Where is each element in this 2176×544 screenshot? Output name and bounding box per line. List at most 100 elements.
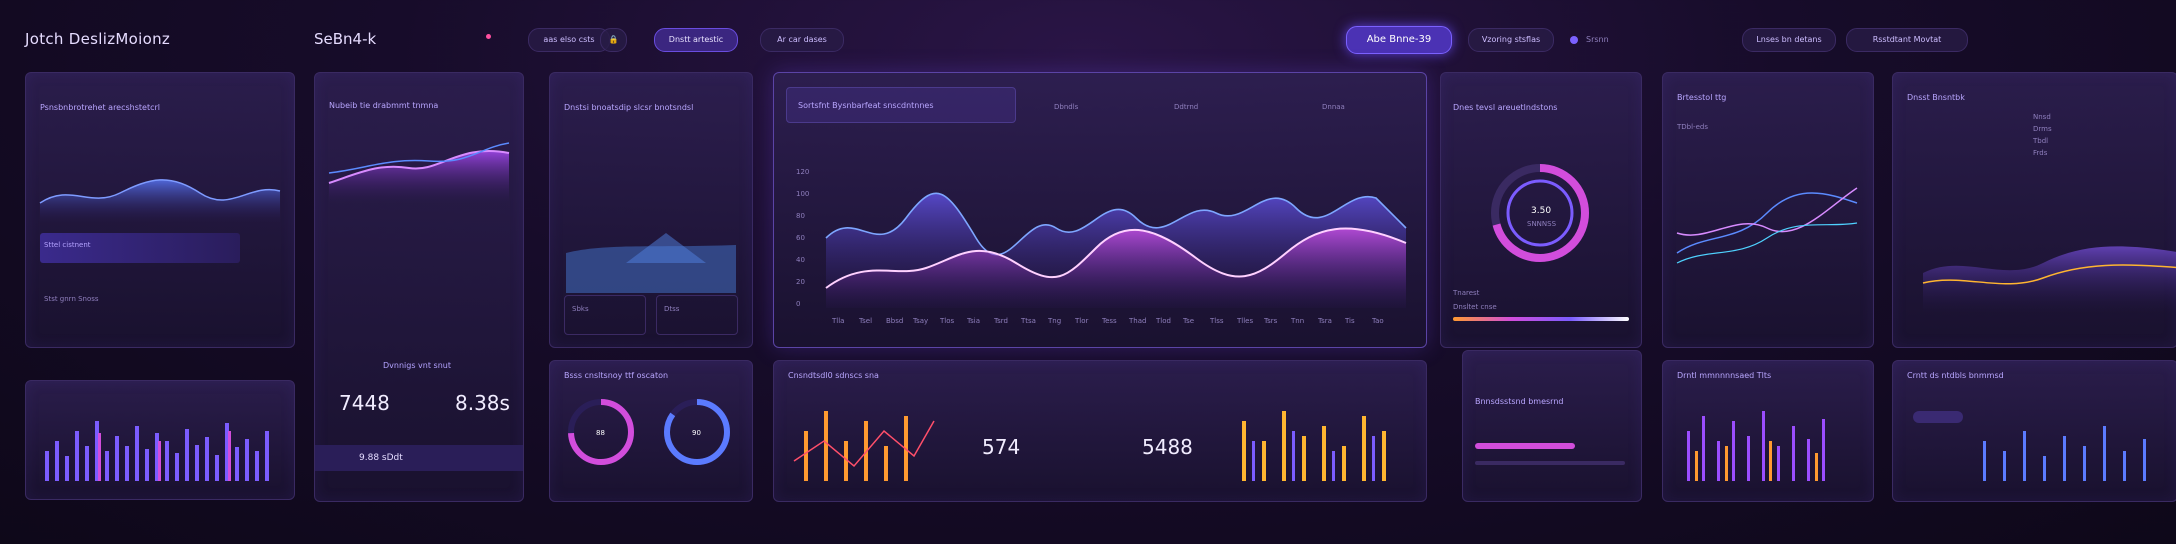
panel-title: Dnsst Bnsntbk (1907, 93, 1965, 102)
x-tick-label: Tsia (967, 317, 980, 325)
x-tick-label: Tess (1102, 317, 1117, 325)
main-wave-chart (825, 192, 1407, 308)
x-tick-label: Tsrs (1264, 317, 1278, 325)
panel-title: Crntt ds ntdbls bnmmsd (1907, 371, 2004, 380)
x-tick-label: Tlos (940, 317, 955, 325)
blue-area-chart (566, 233, 736, 293)
panel-dual-rings: Bsss cnsltsnoy ttf oscaton 88 90 (549, 360, 753, 502)
gauge-scale: Dnsltet cnse (1453, 303, 1497, 311)
panel-footer: Stst gnrn Snoss (44, 295, 99, 303)
panel-blue-area: Dnstsi bnoatsdip slcsr bnotsndsl Sbks Dt… (549, 72, 753, 348)
x-tick-label: Tlla (832, 317, 845, 325)
panel-far-right: Dnsst Bnsntbk Nnsd Drms Tbdl Frds (1892, 72, 2176, 348)
filter-pill[interactable]: Vzoring stsflas (1468, 28, 1554, 52)
panel-area-overview: Psnsbnbrotrehet arecshstetcrl Sttel cist… (25, 72, 295, 348)
metric-list-item: Drms (2033, 125, 2052, 133)
footer-value: 9.88 sDdt (359, 453, 403, 463)
user-icon[interactable] (1570, 36, 1578, 44)
right-bar-chart (1687, 411, 1825, 481)
y-tick-label: 100 (796, 190, 810, 198)
metric-list-item: Tbdl (2033, 137, 2049, 145)
metric-caption: Dvnnigs vnt snut (383, 361, 451, 370)
gauge-ring (1491, 164, 1589, 262)
app-title: Jotch DeslizMoionz (25, 30, 171, 48)
panel-title: Psnsbnbrotrehet arecshstetcrl (40, 103, 161, 112)
card-2-label: Dtss (664, 305, 680, 313)
footer-bar (315, 445, 523, 471)
gauge-footer: Tnarest (1453, 289, 1480, 297)
panel-trend: Nubeib tie drabmmt tnmna 7448 8.38s Dvnn… (314, 72, 524, 502)
status-dot-icon (486, 34, 491, 39)
panel-right-lines: Brtesstol ttg TDbl-eds (1662, 72, 1874, 348)
y-tick-label: 60 (796, 234, 805, 242)
progress-track (1475, 461, 1625, 465)
far-right-area (1922, 246, 2176, 313)
x-tick-label: Bbsd (886, 317, 904, 325)
panel-gauge: Dnes tevsl areuetlndstons 3.50 SNNNSS Tn… (1440, 72, 1642, 348)
x-tick-label: Tao (1372, 317, 1384, 325)
nav-pill-1[interactable]: aas elso csts (528, 28, 610, 52)
gauge-sub: SNNNSS (1527, 220, 1557, 228)
ring-a (568, 399, 634, 465)
card-1[interactable] (564, 295, 646, 335)
mini-bar-chart (45, 421, 269, 481)
panel-bottom-main: Cnsndtsdl0 sdnscs sna 574 5488 (773, 360, 1427, 502)
far-right-bars (1983, 426, 2146, 481)
x-tick-label: Tlor (1075, 317, 1089, 325)
metric-list-item: Nnsd (2033, 113, 2051, 121)
link-srsnn[interactable]: Srsnn (1586, 35, 1609, 44)
x-tick-label: Tsel (859, 317, 873, 325)
panel-title: Nubeib tie drabmmt tnmna (329, 101, 439, 110)
panel-title: Brtesstol ttg (1677, 93, 1727, 102)
panel-title: Dnstsi bnoatsdip slcsr bnotsndsl (564, 103, 694, 112)
gauge-progress-bar (1453, 317, 1629, 321)
panel-main-chart: Sortsfnt Bysnbarfeat snscdntnnes Dbndls … (773, 72, 1427, 348)
y-tick-label: 0 (796, 300, 801, 308)
main-title-box (786, 87, 1016, 123)
panel-title: Drntl mmnnnnsaed Tlts (1677, 371, 1772, 380)
ring-b (664, 399, 730, 465)
panel-title: Bsss cnsltsnoy ttf oscaton (564, 371, 669, 380)
panel-right-bars: Drntl mmnnnnsaed Tlts (1662, 360, 1874, 502)
y-tick-label: 120 (796, 168, 810, 176)
account-pill[interactable]: Rsstdtant Movtat (1846, 28, 1968, 52)
primary-action-button[interactable]: Abe Bnne-39 (1346, 26, 1452, 54)
panel-far-right-bottom: Crntt ds ntdbls bnmmsd (1892, 360, 2176, 502)
stat-3: Dnnaa (1322, 103, 1345, 111)
big-label: Sttel cistnent (44, 241, 91, 249)
stat-2: Ddtrnd (1174, 103, 1199, 111)
workspace-title[interactable]: SeBn4-k (314, 30, 377, 48)
highlight-bar (40, 233, 240, 263)
card-1-label: Sbks (572, 305, 589, 313)
x-tick-label: Thad (1129, 317, 1147, 325)
x-tick-label: Tsay (913, 317, 929, 325)
top-bar: Jotch DeslizMoionz SeBn4-k aas elso csts… (0, 0, 2176, 70)
nav-pill-2[interactable]: Dnstt artestic (654, 28, 738, 52)
stat-1: Dbndls (1054, 103, 1079, 111)
x-tick-label: Tse (1183, 317, 1195, 325)
lock-button[interactable]: 🔒 (600, 28, 627, 52)
panel-title: Cnsndtsdl0 sdnscs sna (788, 371, 879, 380)
x-tick-label: Ttsa (1021, 317, 1036, 325)
nav-pill-3[interactable]: Ar car dases (760, 28, 844, 52)
panel-progress-list: Bnnsdsstsnd bmesrnd (1462, 350, 1642, 502)
main-title: Sortsfnt Bysnbarfeat snscdntnnes (798, 101, 934, 110)
x-tick-label: Tsra (1318, 317, 1332, 325)
ring-b-value: 90 (692, 429, 701, 437)
trend-chart (328, 142, 510, 203)
card-2[interactable] (656, 295, 738, 335)
panel-value: TDbl-eds (1677, 123, 1708, 131)
x-tick-label: Tis (1345, 317, 1355, 325)
metric-value-b: 8.38s (455, 391, 510, 415)
y-tick-label: 20 (796, 278, 805, 286)
metric-value-a: 7448 (339, 391, 390, 415)
search-pill[interactable]: Lnses bn detans (1742, 28, 1836, 52)
filter-chip[interactable] (1913, 411, 1963, 423)
x-tick-label: Tng (1048, 317, 1062, 325)
x-tick-label: Tsrd (994, 317, 1008, 325)
bottom-value-a: 574 (982, 435, 1021, 459)
bottom-bar-chart-1 (793, 411, 935, 481)
bottom-value-b: 5488 (1142, 435, 1193, 459)
panel-title: Bnnsdsstsnd bmesrnd (1475, 397, 1564, 406)
metric-list-item: Frds (2033, 149, 2048, 157)
